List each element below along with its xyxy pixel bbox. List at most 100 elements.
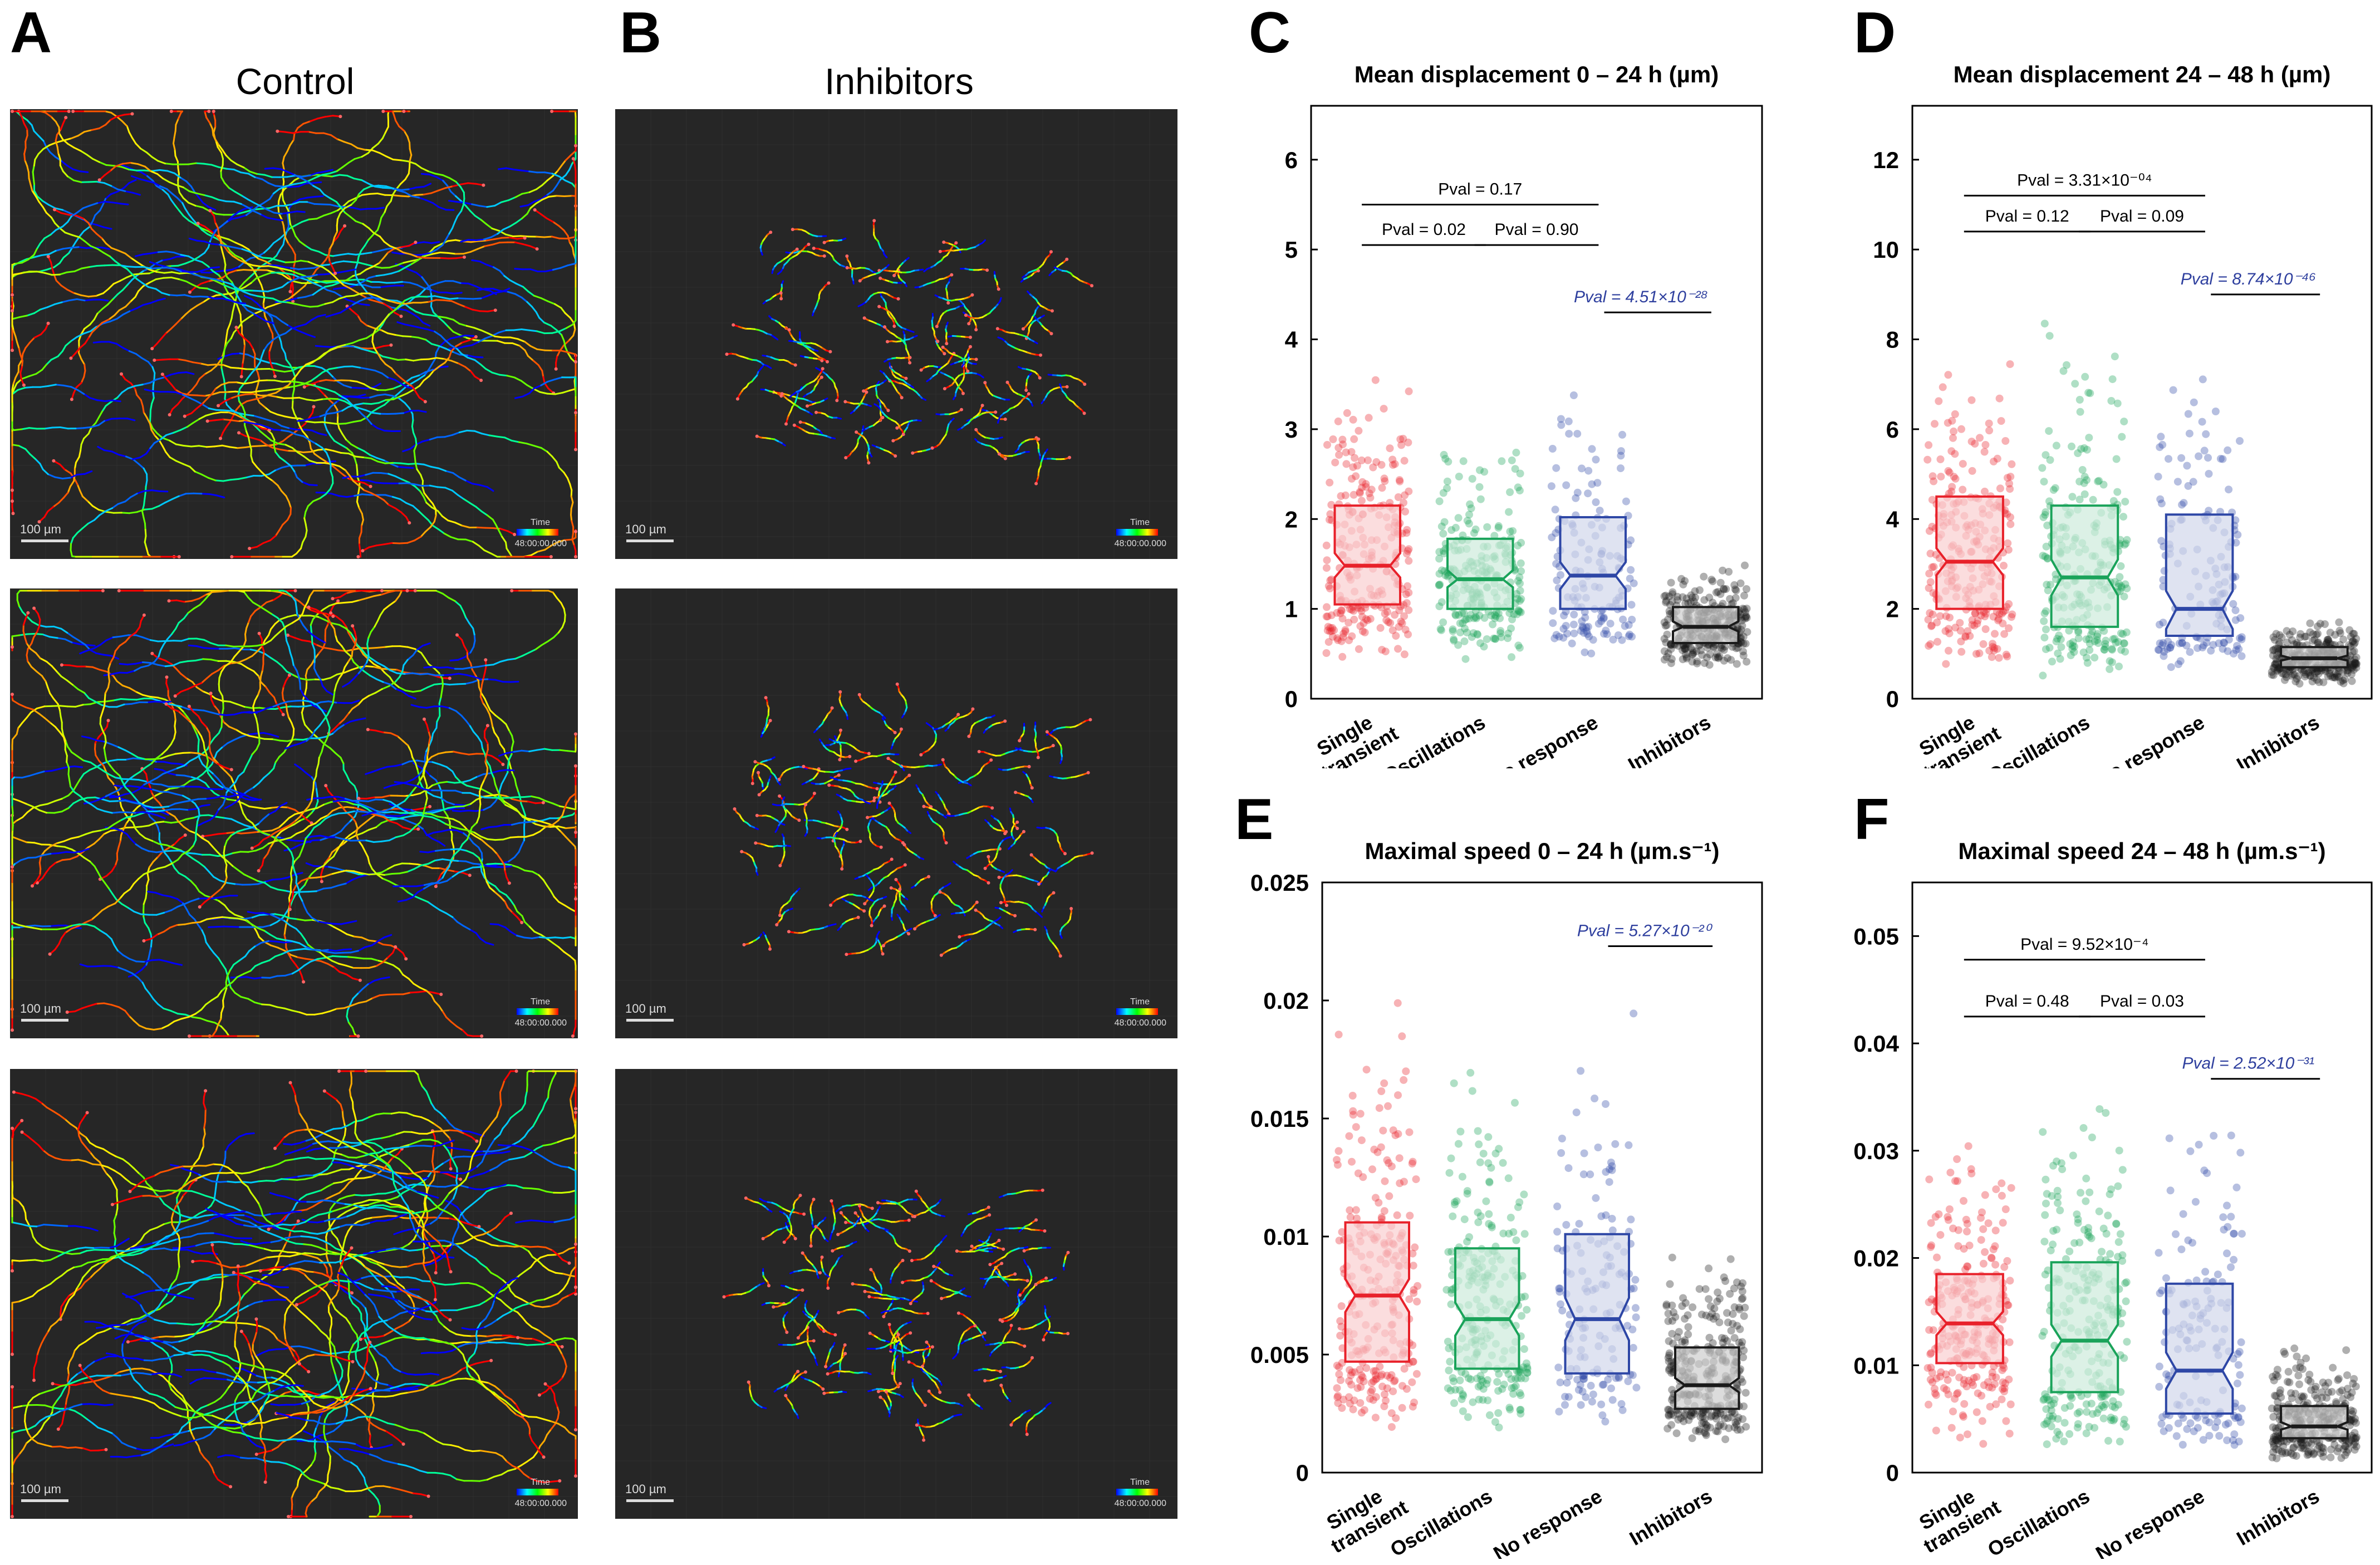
data-point [1730, 1334, 1739, 1342]
data-point [2067, 1392, 2075, 1400]
data-point [1960, 1376, 1968, 1384]
time-label: Time [531, 1478, 550, 1487]
panel-letter-e: E [1235, 787, 1274, 852]
data-point [2309, 1450, 2318, 1459]
data-point [2324, 637, 2333, 646]
data-point [2121, 580, 2129, 588]
data-point [2045, 1412, 2054, 1420]
data-point [1460, 1215, 1469, 1224]
data-point [1384, 618, 1392, 626]
data-point [1923, 455, 1932, 464]
data-point [1460, 609, 1468, 617]
data-point [2334, 1444, 2343, 1453]
data-point [1928, 495, 1936, 504]
x-tick-label: Inhibitors [2232, 710, 2323, 768]
data-point [2319, 1378, 2327, 1387]
data-point [1562, 1221, 1571, 1229]
data-point [2204, 454, 2212, 462]
data-point [1660, 647, 1669, 655]
data-point [1698, 651, 1706, 659]
y-tick-label: 2 [1886, 596, 1899, 622]
data-point [1587, 649, 1596, 658]
data-point [1988, 1368, 1996, 1377]
data-point [2193, 1424, 2202, 1432]
box-group-1 [1923, 360, 2016, 668]
data-point [1557, 1300, 1564, 1308]
data-point [1627, 566, 1635, 574]
data-point [2109, 635, 2117, 643]
data-point [1405, 1295, 1414, 1303]
data-point [1662, 598, 1670, 607]
data-point [1680, 1412, 1689, 1420]
data-point [1371, 1371, 1380, 1380]
data-point [2232, 538, 2240, 547]
data-point [1974, 1389, 1982, 1397]
data-point [2345, 1438, 2353, 1446]
data-point [2291, 1390, 2299, 1398]
data-point [2082, 1197, 2090, 1205]
data-point [1706, 650, 1714, 659]
data-point [1468, 633, 1476, 641]
data-point [1709, 598, 1717, 607]
data-point [2166, 644, 2175, 652]
data-point [1384, 1102, 1392, 1110]
data-point [1387, 1423, 1396, 1431]
data-point [1380, 1079, 1388, 1087]
data-point [1346, 1366, 1354, 1374]
data-point [2039, 671, 2047, 680]
data-point [1989, 1245, 1998, 1254]
data-point [1667, 1362, 1675, 1370]
data-point [2335, 626, 2344, 635]
data-point [1357, 456, 1366, 464]
data-point [1400, 601, 1408, 609]
data-point [1348, 1092, 1357, 1100]
data-point [2281, 676, 2289, 684]
data-point [2269, 646, 2277, 654]
data-point [2299, 1441, 2307, 1450]
data-point [1719, 600, 1727, 608]
data-point [1375, 1199, 1383, 1207]
data-point [2330, 1441, 2339, 1449]
data-point [2348, 637, 2357, 646]
data-point [1965, 1376, 1973, 1385]
data-point [2101, 646, 2109, 654]
data-point [2077, 445, 2085, 453]
data-point [1326, 510, 1334, 518]
data-point [1450, 1079, 1458, 1087]
box-group-1 [1322, 376, 1413, 661]
data-point [1402, 529, 1411, 537]
data-point [1741, 612, 1750, 621]
data-point [1334, 1031, 1343, 1039]
data-point [2122, 1422, 2130, 1431]
data-point [2273, 1407, 2281, 1416]
data-point [2002, 498, 2010, 507]
data-point [1553, 1228, 1562, 1236]
data-point [1944, 1213, 1952, 1221]
data-point [1630, 579, 1638, 587]
data-point [2080, 473, 2089, 481]
data-point [1724, 1414, 1732, 1422]
data-point [1675, 1328, 1683, 1336]
data-point [1680, 645, 1689, 653]
data-point [1597, 1212, 1606, 1220]
data-point [1496, 614, 1504, 622]
data-point [1333, 609, 1341, 617]
data-point [1377, 460, 1386, 469]
data-point [2121, 647, 2129, 656]
data-point [1597, 1400, 1606, 1409]
data-point [1362, 1364, 1371, 1372]
data-point [1322, 564, 1331, 572]
data-point [1494, 522, 1503, 530]
data-point [2099, 480, 2108, 489]
data-point [1665, 607, 1674, 615]
data-point [1330, 626, 1338, 634]
data-point [2214, 1270, 2222, 1279]
data-point [1339, 630, 1348, 638]
data-point [1564, 417, 1573, 425]
data-point [2042, 1419, 2050, 1427]
data-point [2004, 546, 2013, 554]
data-point [1395, 606, 1404, 615]
data-point [1667, 655, 1676, 663]
data-point [2310, 1449, 2318, 1458]
data-point [1968, 621, 1976, 629]
